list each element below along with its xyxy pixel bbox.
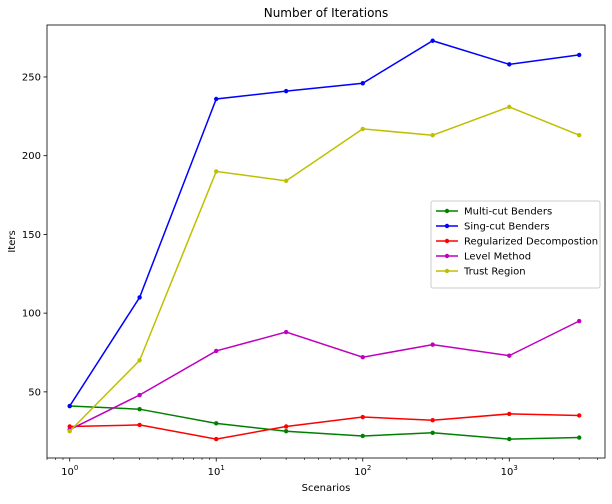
data-point <box>430 133 435 138</box>
legend-item: Sing-cut Benders <box>436 222 550 233</box>
data-point <box>360 126 365 132</box>
legend-label: Multi-cut Benders <box>464 207 552 218</box>
data-point <box>214 436 219 442</box>
data-point <box>430 430 435 436</box>
x-axis: 100 101 102 103 <box>46 458 598 478</box>
data-point <box>137 392 142 398</box>
plot-area <box>46 24 606 459</box>
data-point <box>360 81 365 86</box>
data-point <box>576 413 582 418</box>
data-point <box>507 411 512 417</box>
data-point <box>214 169 219 174</box>
data-point <box>430 38 435 43</box>
legend-swatch-marker <box>444 253 450 259</box>
series-line <box>69 320 580 431</box>
data-point <box>576 133 582 138</box>
x-axis-label: Scenarios <box>302 483 351 494</box>
data-point <box>507 62 512 67</box>
data-point <box>507 104 512 110</box>
data-point <box>283 88 289 94</box>
y-tick-label: 200 <box>22 151 41 162</box>
data-point <box>576 318 582 324</box>
series-layer <box>67 38 582 442</box>
data-point <box>137 406 142 412</box>
series-trust-region <box>67 104 582 434</box>
data-point <box>137 295 142 300</box>
legend-label: Regularized Decompostion <box>464 237 598 248</box>
legend-label: Trust Region <box>463 267 526 278</box>
series-line <box>69 405 580 440</box>
series-level-method <box>67 318 582 432</box>
data-point <box>137 358 142 363</box>
data-point <box>360 355 365 360</box>
x-tick-label: 101 <box>208 464 225 478</box>
data-point <box>507 353 512 358</box>
data-point <box>576 435 582 440</box>
legend-item: Trust Region <box>436 267 526 278</box>
y-tick-label: 250 <box>22 72 41 83</box>
legend: Multi-cut Benders Sing-cut Benders Regular… <box>430 200 601 289</box>
legend-swatch-marker <box>444 238 450 244</box>
series-multi-cut-benders <box>67 403 582 442</box>
data-point <box>507 436 512 442</box>
data-point <box>430 342 435 347</box>
data-point <box>283 424 289 429</box>
data-point <box>360 433 365 439</box>
data-point <box>67 429 72 434</box>
y-axis-label: Iters <box>7 230 18 252</box>
x-tick-label: 100 <box>61 464 78 478</box>
y-tick-label: 100 <box>22 309 41 320</box>
legend-label: Sing-cut Benders <box>464 222 550 233</box>
data-point <box>360 414 365 420</box>
legend-item: Regularized Decompostion <box>436 237 598 248</box>
legend-label: Level Method <box>464 252 531 263</box>
y-tick-label: 50 <box>28 387 41 398</box>
data-point <box>214 348 219 354</box>
data-point <box>214 421 219 426</box>
data-point <box>283 429 289 434</box>
data-point <box>67 424 72 429</box>
data-point <box>283 329 289 335</box>
series-line <box>69 413 580 440</box>
y-axis: 50 100 150 200 250 <box>22 72 47 398</box>
legend-swatch-marker <box>444 208 450 214</box>
data-point <box>67 403 72 409</box>
series-regularized-decompostion <box>67 411 582 442</box>
legend-item: Level Method <box>436 252 531 263</box>
chart-title: Number of Iterations <box>264 6 389 20</box>
x-tick-label: 103 <box>501 464 518 478</box>
data-point <box>214 96 219 102</box>
legend-box <box>430 200 601 289</box>
legend-swatch-marker <box>444 223 450 229</box>
series-line <box>69 39 580 407</box>
series-line <box>69 106 580 432</box>
data-point <box>576 52 582 58</box>
data-point <box>430 418 435 423</box>
legend-item: Multi-cut Benders <box>436 207 552 218</box>
y-tick-label: 150 <box>22 230 41 241</box>
x-tick-label: 102 <box>354 464 371 478</box>
series-sing-cut-benders <box>67 38 582 409</box>
data-point <box>137 422 142 428</box>
data-point <box>283 178 289 184</box>
legend-swatch-marker <box>444 268 450 274</box>
